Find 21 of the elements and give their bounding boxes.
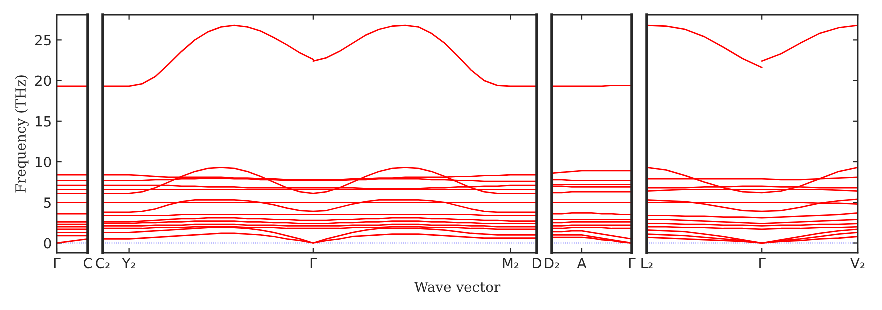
y-tick-label: 15 <box>36 116 51 127</box>
x-tick-label: L₂ <box>642 258 653 268</box>
x-tick-label: C₂ <box>96 258 110 269</box>
y-tick-label: 0 <box>44 238 52 249</box>
x-tick-label: A <box>577 258 587 268</box>
y-tick-label: 5 <box>44 198 51 208</box>
x-axis-title: Wave vector <box>414 282 501 292</box>
y-tick-label: 25 <box>35 35 51 46</box>
x-tick-label: Γ <box>629 258 636 268</box>
x-tick-label: Γ <box>54 258 61 268</box>
y-tick-label: 20 <box>35 76 52 86</box>
x-tick-label: M₂ <box>503 258 519 268</box>
x-tick-label: D <box>533 258 542 268</box>
x-tick-label: Γ <box>310 258 318 268</box>
y-axis-title: Frequency (THz) <box>15 76 29 193</box>
y-tick-label: 10 <box>36 156 52 168</box>
x-tick-label: Γ <box>760 258 766 268</box>
x-tick-label: V₂ <box>850 258 865 268</box>
x-tick-label: D₂ <box>545 258 560 268</box>
x-tick-label: Y₂ <box>122 258 136 268</box>
x-tick-label: C <box>84 258 92 269</box>
